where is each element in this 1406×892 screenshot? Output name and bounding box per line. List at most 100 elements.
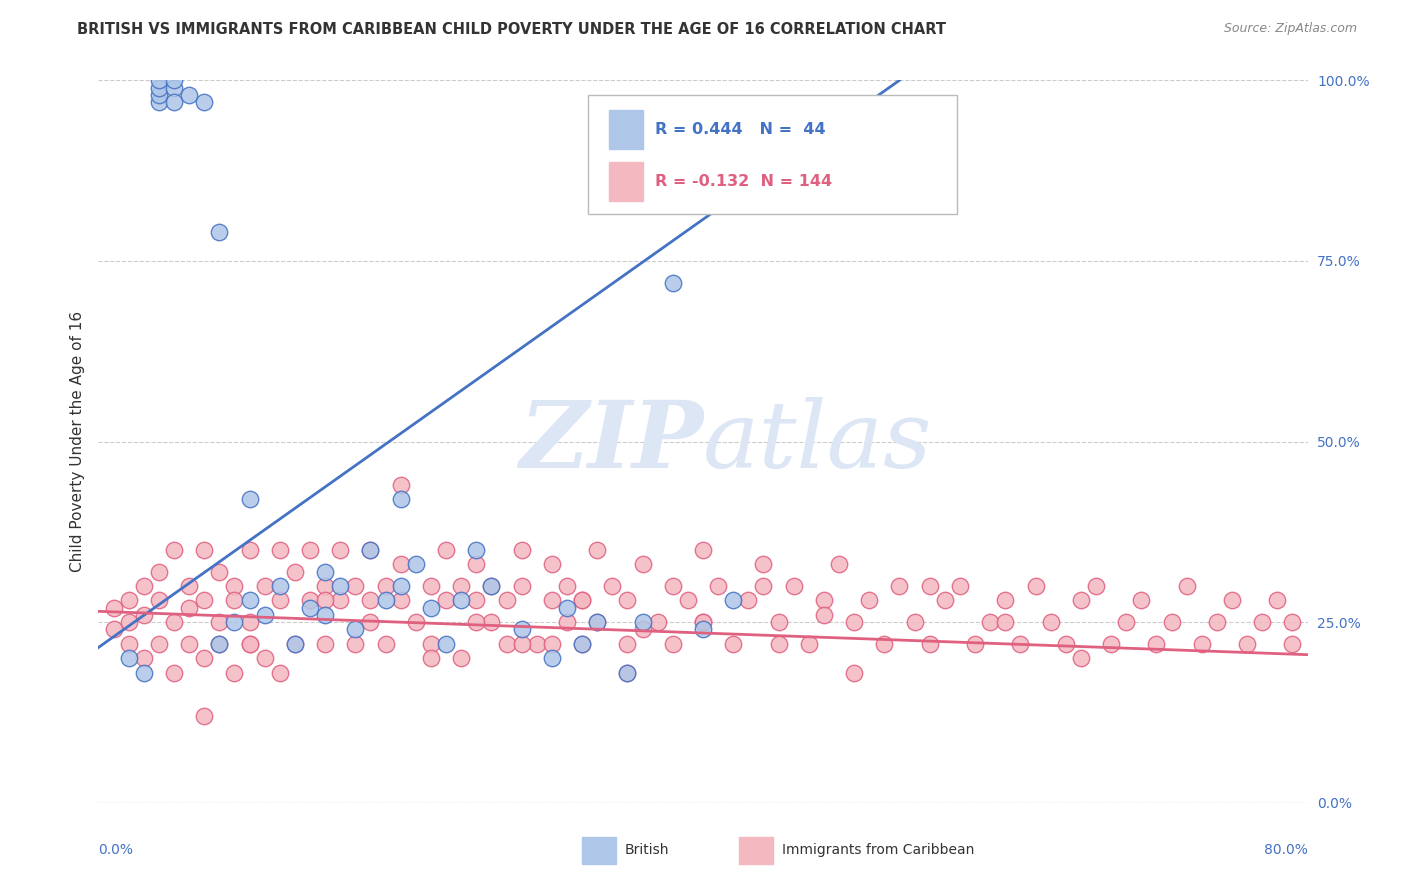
Point [1085, 579, 1108, 593]
Point [844, 615, 866, 630]
Point [768, 637, 790, 651]
Point [148, 637, 170, 651]
Point [1024, 579, 1046, 593]
Text: 0.0%: 0.0% [98, 843, 134, 856]
Point [208, 637, 231, 651]
FancyBboxPatch shape [609, 161, 643, 202]
Point [389, 558, 412, 572]
Point [813, 593, 835, 607]
Point [239, 637, 262, 651]
Point [179, 637, 201, 651]
Point [631, 623, 654, 637]
Point [434, 593, 457, 607]
Point [239, 637, 262, 651]
Point [994, 615, 1017, 630]
Point [1175, 579, 1198, 593]
Point [163, 73, 186, 87]
Point [1236, 637, 1258, 651]
Point [616, 637, 638, 651]
Point [1115, 615, 1137, 630]
Point [148, 95, 170, 109]
Point [299, 600, 322, 615]
Point [918, 579, 941, 593]
Point [420, 637, 443, 651]
Point [1070, 593, 1092, 607]
Point [163, 665, 186, 680]
Point [465, 542, 488, 557]
Point [571, 637, 593, 651]
Point [284, 637, 307, 651]
Point [329, 593, 352, 607]
Text: atlas: atlas [703, 397, 932, 486]
Point [692, 615, 714, 630]
Point [450, 651, 472, 665]
Point [314, 579, 336, 593]
Point [692, 623, 714, 637]
Point [253, 607, 276, 622]
Point [208, 565, 231, 579]
Point [118, 593, 141, 607]
Point [163, 615, 186, 630]
Point [148, 565, 170, 579]
Point [676, 593, 699, 607]
Point [949, 579, 972, 593]
Text: R = -0.132  N = 144: R = -0.132 N = 144 [655, 174, 832, 189]
Point [344, 623, 367, 637]
Text: Immigrants from Caribbean: Immigrants from Caribbean [782, 843, 974, 856]
Y-axis label: Child Poverty Under the Age of 16: Child Poverty Under the Age of 16 [69, 311, 84, 572]
Point [208, 637, 231, 651]
Point [239, 542, 262, 557]
Text: Source: ZipAtlas.com: Source: ZipAtlas.com [1223, 22, 1357, 36]
Point [389, 492, 412, 507]
FancyBboxPatch shape [740, 837, 773, 864]
Point [224, 593, 246, 607]
Point [540, 651, 562, 665]
Point [1220, 593, 1243, 607]
Point [571, 593, 593, 607]
Point [510, 623, 533, 637]
Point [314, 607, 336, 622]
Point [752, 579, 775, 593]
Point [873, 637, 896, 651]
Point [661, 637, 683, 651]
Text: ZIP: ZIP [519, 397, 703, 486]
Point [374, 593, 396, 607]
Point [692, 615, 714, 630]
Point [495, 593, 517, 607]
Point [299, 542, 322, 557]
Point [465, 593, 488, 607]
Point [148, 73, 170, 87]
Point [239, 492, 262, 507]
Point [828, 558, 851, 572]
Point [450, 579, 472, 593]
Point [1281, 637, 1303, 651]
Point [405, 558, 427, 572]
Point [571, 637, 593, 651]
Point [1206, 615, 1229, 630]
Point [299, 593, 322, 607]
Point [526, 637, 548, 651]
Point [132, 579, 155, 593]
Point [661, 579, 683, 593]
Point [661, 276, 683, 290]
Point [224, 665, 246, 680]
Point [571, 593, 593, 607]
Point [586, 542, 609, 557]
Point [510, 542, 533, 557]
Point [1160, 615, 1182, 630]
Point [737, 593, 759, 607]
Point [405, 615, 427, 630]
Point [783, 579, 806, 593]
Point [889, 579, 911, 593]
Point [434, 542, 457, 557]
Point [465, 558, 488, 572]
Point [148, 593, 170, 607]
Point [253, 651, 276, 665]
Point [103, 623, 125, 637]
Point [979, 615, 1001, 630]
Point [707, 579, 730, 593]
Point [797, 637, 820, 651]
Point [224, 579, 246, 593]
Point [420, 651, 443, 665]
Point [314, 565, 336, 579]
